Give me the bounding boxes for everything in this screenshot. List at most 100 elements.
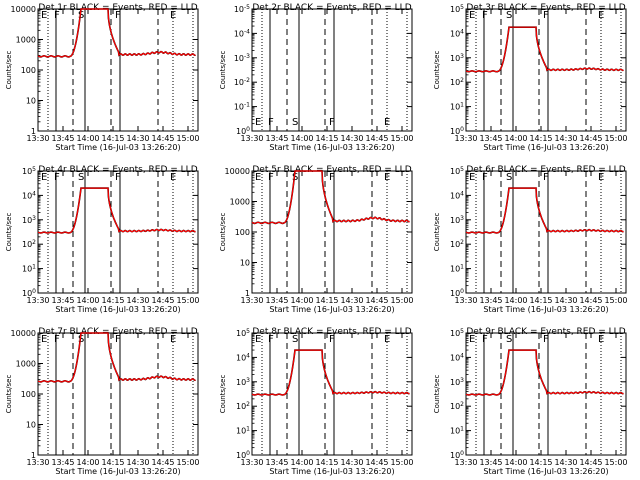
panel-det-1: Det 1r BLACK = Events, RED = LLD 1 10 100 10… xyxy=(5,3,200,152)
panel-title: Det 5r BLACK = Events, RED = LLD xyxy=(252,165,411,175)
region-letter: F xyxy=(268,117,274,128)
x-tick-label: 15:00 xyxy=(176,296,199,305)
panel-det-4: Det 4r BLACK = Events, RED = LLD 100 101 10… xyxy=(5,165,200,314)
x-tick-label: 14:45 xyxy=(579,134,602,143)
x-axis-label: Start Time (16-Jul-03 13:26:20) xyxy=(55,143,180,152)
x-axis-label: Start Time (16-Jul-03 13:26:20) xyxy=(269,305,394,314)
panel-title: Det 6r BLACK = Events, RED = LLD xyxy=(466,165,625,175)
x-tick-label: 13:30 xyxy=(240,458,263,467)
axes-frame xyxy=(465,8,627,132)
x-tick-label: 13:45 xyxy=(265,296,288,305)
x-tick-label: 14:15 xyxy=(315,296,338,305)
panel-det-8: Det 8r BLACK = Events, RED = LLD 100 101 10… xyxy=(219,327,414,476)
x-tick-label: 13:45 xyxy=(51,296,74,305)
region-letter: E xyxy=(170,10,176,21)
x-tick-label: 14:45 xyxy=(365,296,388,305)
y-tick-label: 100 xyxy=(235,228,250,237)
x-tick-label: 13:30 xyxy=(454,296,477,305)
y-tick-label: 10 xyxy=(26,97,36,106)
x-tick-label: 13:30 xyxy=(26,458,49,467)
x-tick-label: 15:00 xyxy=(176,134,199,143)
region-letter: E xyxy=(384,172,390,183)
x-tick-label: 14:00 xyxy=(290,458,313,467)
region-letter: E xyxy=(469,10,475,21)
x-axis-label: Start Time (16-Jul-03 13:26:20) xyxy=(269,143,394,152)
y-tick-label: 100 xyxy=(450,450,464,460)
region-letter: F xyxy=(268,172,274,183)
panel-title: Det 1r BLACK = Events, RED = LLD xyxy=(38,3,197,13)
y-axis-label: Counts/sec xyxy=(219,375,227,414)
x-tick-label: 13:30 xyxy=(240,296,263,305)
y-axis-label: Counts/sec xyxy=(433,51,441,90)
y-tick-label: 10-2 xyxy=(234,77,250,87)
x-axis-label: Start Time (16-Jul-03 13:26:20) xyxy=(55,305,180,314)
y-tick-label: 105 xyxy=(450,4,464,14)
y-tick-label: 101 xyxy=(450,264,464,274)
x-tick-label: 14:45 xyxy=(365,134,388,143)
y-tick-label: 105 xyxy=(22,166,36,176)
panel-title: Det 9r BLACK = Events, RED = LLD xyxy=(466,327,625,337)
x-tick-label: 14:30 xyxy=(340,458,363,467)
y-tick-label: 104 xyxy=(450,28,464,38)
x-axis-label: Start Time (16-Jul-03 13:26:20) xyxy=(55,467,180,476)
y-tick-label: 10 xyxy=(240,259,250,268)
x-tick-label: 15:00 xyxy=(604,296,627,305)
x-tick-label: 14:45 xyxy=(579,296,602,305)
y-tick-label: 100 xyxy=(236,450,250,460)
y-tick-label: 102 xyxy=(22,239,36,249)
y-tick-label: 10 xyxy=(26,421,36,430)
x-tick-label: 15:00 xyxy=(390,296,413,305)
region-letter: F xyxy=(329,172,335,183)
x-axis-label: Start Time (16-Jul-03 13:26:20) xyxy=(483,143,608,152)
x-tick-label: 14:30 xyxy=(340,134,363,143)
region-letter: S xyxy=(78,172,84,183)
region-letter: E xyxy=(170,172,176,183)
x-tick-label: 14:15 xyxy=(529,296,552,305)
x-tick-label: 14:15 xyxy=(529,134,552,143)
x-tick-label: 14:00 xyxy=(290,134,313,143)
x-tick-label: 15:00 xyxy=(604,458,627,467)
y-tick-label: 104 xyxy=(22,190,36,200)
series-line-lld xyxy=(465,187,624,234)
y-axis-label: Counts/sec xyxy=(433,213,441,252)
region-letter: F xyxy=(54,10,60,21)
y-tick-label: 104 xyxy=(450,352,464,362)
region-letter: E xyxy=(41,10,47,21)
panel-det-6: Det 6r BLACK = Events, RED = LLD 100 101 10… xyxy=(433,165,628,314)
panel-det-9: Det 9r BLACK = Events, RED = LLD 100 101 10… xyxy=(433,327,628,476)
x-tick-label: 15:00 xyxy=(604,134,627,143)
y-tick-label: 100 xyxy=(236,126,250,136)
region-letter: E xyxy=(469,334,475,345)
x-tick-label: 15:00 xyxy=(390,458,413,467)
region-letter: F xyxy=(329,334,335,345)
x-tick-label: 14:45 xyxy=(151,296,174,305)
panel-title: Det 2r BLACK = Events, RED = LLD xyxy=(252,3,411,13)
x-tick-label: 13:45 xyxy=(479,458,502,467)
series-line-lld xyxy=(251,170,410,225)
x-tick-label: 13:30 xyxy=(26,134,49,143)
y-axis-label: Counts/sec xyxy=(433,375,441,414)
region-letter: F xyxy=(482,172,488,183)
region-letter: S xyxy=(506,10,512,21)
region-letter: S xyxy=(506,334,512,345)
y-tick-label: 104 xyxy=(236,352,250,362)
x-tick-label: 13:45 xyxy=(265,458,288,467)
x-tick-label: 14:00 xyxy=(76,296,99,305)
region-letter: F xyxy=(329,117,335,128)
y-tick-label: 102 xyxy=(450,239,464,249)
y-tick-label: 101 xyxy=(450,426,464,436)
x-tick-label: 14:45 xyxy=(365,458,388,467)
region-letter: E xyxy=(469,172,475,183)
y-tick-label: 100 xyxy=(22,288,36,298)
region-letter: F xyxy=(115,172,121,183)
y-tick-label: 100 xyxy=(450,288,464,298)
x-tick-label: 14:30 xyxy=(126,458,149,467)
region-letter: E xyxy=(255,334,261,345)
y-tick-label: 10000 xyxy=(11,329,36,338)
panel-det-2: Det 2r BLACK = Events, RED = LLD 100 10-1 1… xyxy=(219,3,414,152)
y-tick-label: 103 xyxy=(450,215,464,225)
panel-det-3: Det 3r BLACK = Events, RED = LLD 100 101 10… xyxy=(433,3,628,152)
series-line-lld xyxy=(37,8,196,58)
series-line-lld xyxy=(37,187,196,234)
region-letter: F xyxy=(543,10,549,21)
